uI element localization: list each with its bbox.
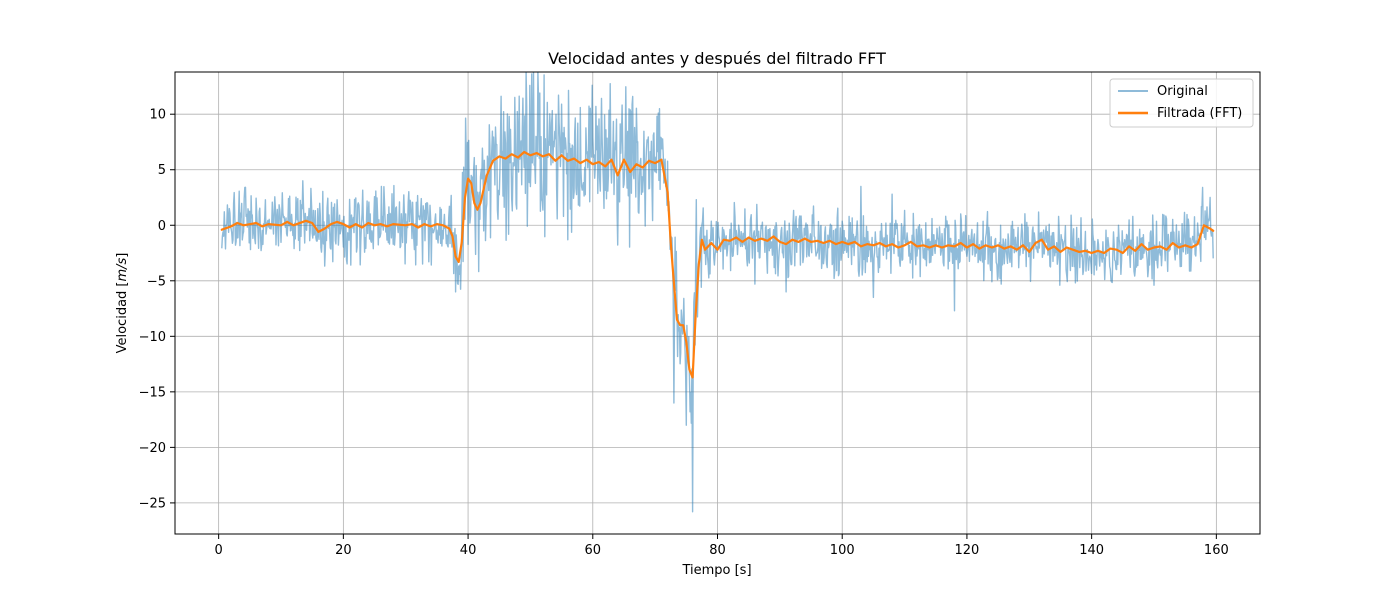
- legend-label-original: Original: [1157, 84, 1208, 99]
- x-tick-label: 140: [1079, 543, 1104, 558]
- x-tick-label: 20: [335, 543, 352, 558]
- y-axis-title-prefix: Velocidad [: [115, 282, 130, 354]
- y-tick-label: 5: [158, 163, 166, 178]
- y-tick-label: 0: [158, 219, 166, 234]
- x-tick-label: 80: [709, 543, 726, 558]
- y-tick-label: 10: [149, 108, 166, 123]
- x-tick-label: 120: [955, 543, 980, 558]
- series-filtrada-fft-line: [220, 150, 1215, 379]
- chart-title: Velocidad antes y después del filtrado F…: [548, 49, 886, 68]
- y-axis-ticks: 10 5 0 −5 −10 −15 −20 −25: [139, 108, 175, 511]
- x-tick-label: 60: [585, 543, 602, 558]
- legend: Original Filtrada (FFT): [1109, 78, 1254, 128]
- y-tick-label: −5: [147, 274, 166, 289]
- x-tick-label: 0: [215, 543, 223, 558]
- series-original-line: [221, 72, 1214, 513]
- x-axis-ticks: 0 20 40 60 80 100 120 140 160: [215, 534, 1229, 558]
- x-tick-label: 100: [830, 543, 855, 558]
- legend-label-filtrada-fft: Filtrada (FFT): [1157, 106, 1242, 121]
- y-tick-label: −15: [139, 385, 166, 400]
- x-tick-label: 160: [1204, 543, 1229, 558]
- y-axis-title: Velocidad [m/s]: [115, 253, 130, 354]
- y-tick-label: −25: [139, 496, 166, 511]
- x-axis-title: Tiempo [s]: [681, 563, 751, 578]
- y-tick-label: −10: [139, 330, 166, 345]
- y-tick-label: −20: [139, 441, 166, 456]
- y-axis-title-suffix: ]: [115, 253, 130, 258]
- x-tick-label: 40: [460, 543, 477, 558]
- y-axis-title-unit: m/s: [115, 257, 130, 281]
